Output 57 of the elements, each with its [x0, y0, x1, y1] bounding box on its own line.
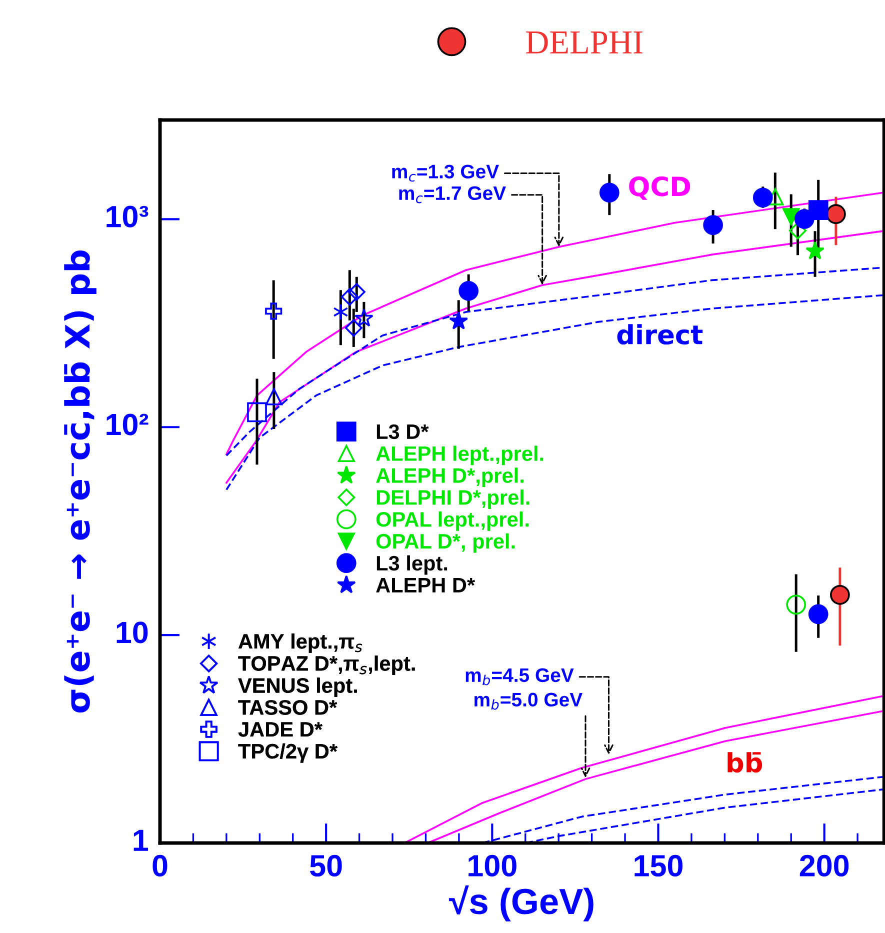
legend-label: DELPHI [526, 32, 642, 54]
point [830, 584, 850, 605]
legend-label: TOPAZ D*,π$_{s}$,lept. [238, 656, 415, 675]
y-tick-label: 1 [134, 830, 148, 851]
line-series [226, 294, 884, 491]
y-tick-label: 10 [116, 622, 148, 644]
point [808, 604, 828, 624]
x-tick-label: 200 [800, 854, 849, 877]
legend-label: JADE D* [238, 722, 322, 737]
point [752, 188, 773, 208]
legend-label: TASSO D* [238, 700, 338, 715]
point [265, 302, 282, 320]
point [703, 215, 723, 236]
point [265, 388, 282, 406]
point [340, 288, 358, 306]
point [788, 222, 807, 240]
legend-label: OPAL lept.,prel. [376, 511, 528, 531]
point [344, 319, 362, 337]
point [826, 204, 846, 224]
point [458, 280, 479, 301]
legend-label: ALEPH D*,prel. [376, 468, 524, 488]
annotation: m$_{b}$=5.0 GeV [474, 692, 582, 710]
point [449, 311, 468, 330]
y-axis-title: σ(e⁺e⁻ → e⁺e⁻cc̄,bb̄ X) pb [64, 250, 96, 713]
point [247, 402, 267, 422]
annotation: direct [617, 324, 703, 345]
legend-label: VENUS lept. [238, 678, 357, 698]
legend-label: OPAL D*, prel. [376, 533, 515, 553]
y-tick-label: 10³ [106, 206, 148, 228]
point [786, 594, 806, 615]
point [806, 241, 825, 260]
y-tick-label: 10² [106, 414, 148, 436]
point [808, 200, 828, 220]
legend-label: DELPHI D*,prel. [376, 490, 530, 509]
x-tick-label: 150 [634, 854, 682, 877]
x-tick-label: 0 [152, 854, 168, 877]
annotation: m$_{c}$=1.3 GeV [392, 164, 499, 182]
x-axis-title: √s (GeV) [448, 885, 594, 922]
annotation: m$_{c}$=1.7 GeV [399, 186, 506, 204]
annotation: QCD [629, 176, 690, 200]
x-tick-label: 50 [310, 854, 342, 877]
point [348, 283, 366, 301]
x-tick-label: 100 [468, 854, 516, 877]
legend-label: ALEPH lept.,prel. [376, 446, 544, 466]
point [782, 208, 800, 226]
annotation: m$_{b}$=4.5 GeV [466, 668, 574, 686]
legend-label: TPC/2γ D* [238, 743, 338, 763]
legend-label: AMY lept.,π$_{s}$ [238, 633, 362, 653]
point [599, 182, 620, 203]
point [766, 188, 784, 206]
legend-label: L3 lept. [376, 555, 448, 575]
legend-label: L3 D* [376, 424, 429, 440]
annotation: bb̄ [728, 752, 762, 773]
legend-label: ALEPH D* [376, 578, 476, 592]
point [794, 209, 814, 229]
point [354, 308, 374, 327]
point [333, 303, 348, 321]
